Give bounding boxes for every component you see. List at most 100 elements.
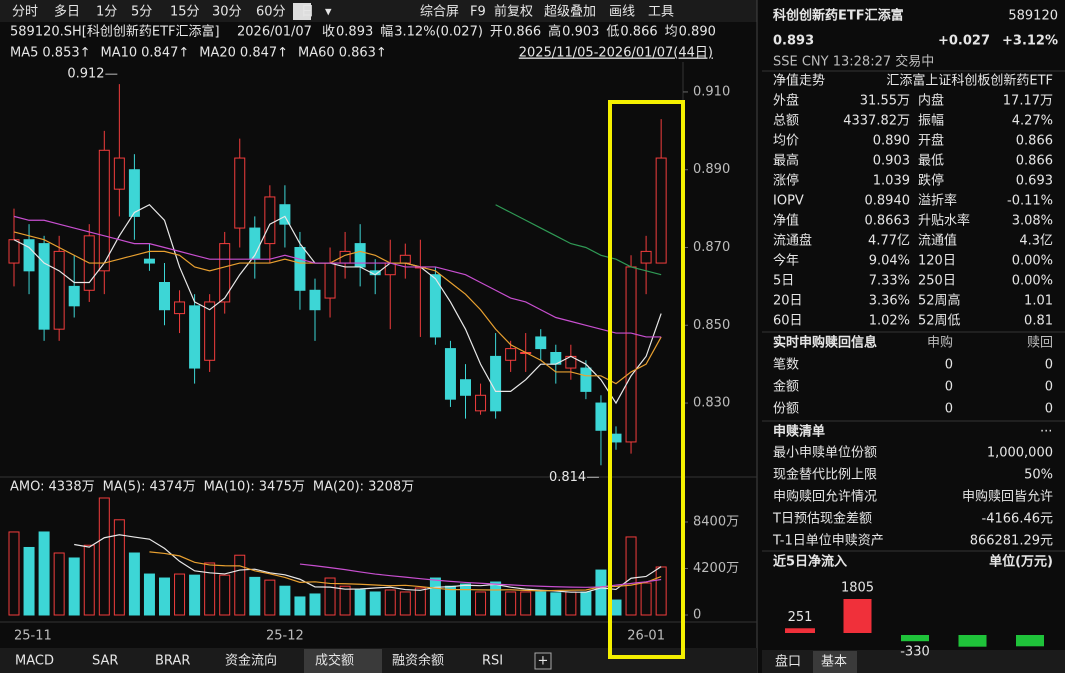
field-label: 今年 <box>773 253 799 269</box>
info-value: 0.866 <box>620 25 657 40</box>
field-value: -0.11% <box>1007 194 1053 209</box>
tool-button[interactable]: F9 <box>470 5 486 20</box>
period-tab[interactable]: 60分 <box>256 5 286 20</box>
amount-bar <box>384 589 396 616</box>
price-change-pct: +3.12% <box>1002 34 1058 49</box>
field-label: 流通盘 <box>773 233 812 249</box>
info-label: 收 <box>322 25 335 40</box>
ma-line <box>13 215 662 338</box>
panel-tab[interactable]: 盘口 <box>775 654 801 670</box>
last-price: 0.893 <box>773 34 814 49</box>
tab-active <box>304 649 382 673</box>
amount-bar <box>113 519 125 616</box>
amount-bar <box>83 544 95 616</box>
amount-bar <box>460 583 471 616</box>
field-value: 4.3亿 <box>1019 234 1053 249</box>
amount-bar <box>369 591 381 616</box>
period-tab[interactable]: 多日 <box>54 4 80 20</box>
bottom-tab[interactable]: RSI <box>482 654 503 669</box>
subscription-header: 赎回 <box>1027 336 1053 351</box>
candle-body <box>219 243 231 303</box>
bottom-tab[interactable]: 融资余额 <box>392 653 444 669</box>
field-label: IOPV <box>773 194 804 209</box>
subscription-header: 申购 <box>927 335 953 351</box>
info-value: 3.12%(0.027) <box>394 25 483 40</box>
x-tick-label: 25-11 <box>14 629 52 644</box>
info-label: 幅 <box>380 25 393 40</box>
amount-bar <box>339 585 351 616</box>
net-inflow-label: 1805 <box>841 581 874 596</box>
list-label: T日预估现金差额 <box>772 511 872 527</box>
net-inflow-bar <box>1016 635 1044 647</box>
tool-button[interactable]: 工具 <box>648 5 674 20</box>
info-value: 0.903 <box>562 25 599 40</box>
net-inflow-label: 251 <box>788 610 813 625</box>
security-code: 589120.SH[科创创新药ETF汇添富] <box>10 24 220 40</box>
bottom-tab[interactable]: SAR <box>92 654 118 669</box>
bottom-tab[interactable]: + <box>538 654 549 669</box>
bottom-tab[interactable]: MACD <box>15 654 54 669</box>
y-tick-label: 0 <box>693 608 701 623</box>
field-value: 0.903 <box>873 154 910 169</box>
tab-add-box <box>534 652 552 670</box>
period-tab[interactable]: 1分 <box>96 5 117 20</box>
quote-date: 2026/01/07 <box>237 25 312 40</box>
candle-body <box>460 379 471 396</box>
field-label: 最高 <box>773 153 799 169</box>
ma-legend-value: 0.847↑ <box>240 46 288 61</box>
field-value: 0.866 <box>1016 134 1053 149</box>
tool-button[interactable]: 超级叠加 <box>544 5 596 20</box>
amount-bar <box>520 591 532 616</box>
field-label: 均价 <box>773 134 799 149</box>
info-value: 0.893 <box>336 25 373 40</box>
candle-body <box>309 289 321 311</box>
amount-bar <box>68 557 80 616</box>
amount-bar <box>294 596 306 616</box>
y-tick-label: 0.850 <box>693 318 730 333</box>
subscription-cell: 份额 <box>773 402 799 417</box>
candle-body <box>68 285 80 307</box>
field-label: 52周高 <box>918 293 961 309</box>
field-label: 升贴水率 <box>918 213 970 229</box>
amount-bar <box>595 569 607 616</box>
period-tab[interactable]: 分时 <box>12 5 38 20</box>
amount-bar <box>189 574 201 616</box>
bottom-tab[interactable]: 资金流向 <box>225 653 277 669</box>
bottom-tab[interactable]: 成交额 <box>315 653 354 669</box>
amount-bar <box>249 576 261 616</box>
amount-bar <box>53 552 65 616</box>
amount-bar <box>264 579 276 616</box>
period-tab[interactable]: 日 <box>301 5 314 20</box>
field-label: 开盘 <box>918 133 944 149</box>
list-value: 866281.29元 <box>970 534 1053 549</box>
tool-button[interactable]: 综合屏 <box>420 5 459 20</box>
bottom-tab[interactable]: BRAR <box>155 654 190 669</box>
candle-body <box>174 301 186 315</box>
subscription-cell: 0 <box>945 380 953 395</box>
amo-legend-value: 3208万 <box>368 480 414 495</box>
y-tick-label: 0.870 <box>693 240 730 255</box>
tool-button[interactable]: 前复权 <box>494 4 533 20</box>
candle-body <box>279 204 291 225</box>
amount-bar <box>610 599 622 616</box>
panel-tab[interactable]: 基本 <box>821 655 847 670</box>
tool-button[interactable]: 画线 <box>609 5 635 20</box>
amo-legend-label: MA(10): <box>204 480 255 495</box>
candle-body <box>324 262 336 299</box>
amo-legend-value: 4338万 <box>49 480 95 495</box>
nav-trend: 净值走势 <box>773 73 825 89</box>
amount-bar <box>580 591 592 616</box>
period-tab[interactable]: ▾ <box>325 5 332 20</box>
list-label: 现金替代比例上限 <box>773 467 877 483</box>
amount-bar <box>655 566 667 616</box>
period-tab[interactable]: 30分 <box>212 5 242 20</box>
field-value: 4.27% <box>1012 114 1053 129</box>
amo-legend-value: 4374万 <box>150 480 196 495</box>
subscription-header: 实时申购赎回信息 <box>773 335 877 351</box>
net-inflow-bar <box>901 635 929 642</box>
extreme-label: 0.814 <box>549 470 586 485</box>
period-tab[interactable]: 15分 <box>170 5 200 20</box>
period-tab[interactable]: 5分 <box>131 5 152 20</box>
y-tick-label: 0.830 <box>693 396 730 411</box>
